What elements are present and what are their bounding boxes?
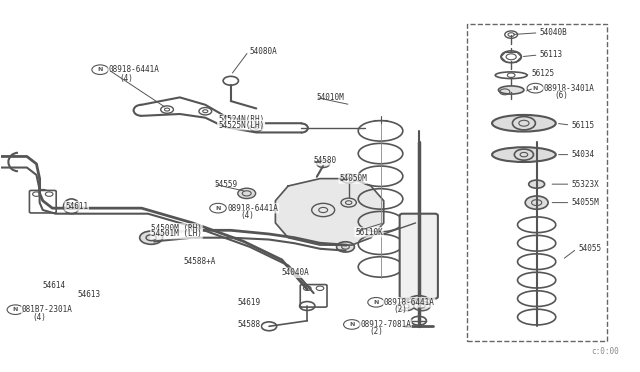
Text: 56125: 56125	[532, 69, 555, 78]
Text: 54040B: 54040B	[540, 28, 568, 37]
Text: (4): (4)	[119, 74, 133, 83]
Text: (4): (4)	[32, 312, 46, 321]
Ellipse shape	[499, 86, 524, 94]
Text: 08918-6441A: 08918-6441A	[108, 65, 159, 74]
Circle shape	[140, 231, 163, 244]
Text: (6): (6)	[554, 91, 568, 100]
Circle shape	[397, 301, 414, 311]
Text: N: N	[97, 67, 103, 72]
Text: 54588+A: 54588+A	[183, 257, 216, 266]
Ellipse shape	[492, 115, 556, 132]
Text: N: N	[532, 86, 538, 91]
Text: 54588: 54588	[237, 320, 260, 329]
Text: 54500M (RH): 54500M (RH)	[151, 224, 202, 233]
Circle shape	[238, 188, 255, 199]
Text: N: N	[215, 206, 221, 211]
Circle shape	[413, 301, 430, 311]
Text: 54580: 54580	[314, 155, 337, 165]
Text: N: N	[13, 307, 18, 312]
Text: N: N	[373, 300, 379, 305]
Text: 54619: 54619	[237, 298, 260, 307]
Text: 08918-3401A: 08918-3401A	[543, 84, 595, 93]
Text: N: N	[349, 322, 355, 327]
Circle shape	[337, 242, 355, 252]
Text: 54040A: 54040A	[282, 268, 310, 277]
Text: 081B7-2301A: 081B7-2301A	[22, 305, 73, 314]
Ellipse shape	[529, 180, 545, 188]
Text: 54524N(RH): 54524N(RH)	[218, 115, 264, 124]
Text: 54050M: 54050M	[339, 174, 367, 183]
Text: 54034: 54034	[572, 150, 595, 159]
Text: 54559: 54559	[215, 180, 238, 189]
Polygon shape	[275, 179, 384, 245]
Ellipse shape	[492, 147, 556, 162]
Text: 54055: 54055	[578, 244, 601, 253]
Text: (2): (2)	[394, 305, 407, 314]
Text: 54501M (LH): 54501M (LH)	[151, 230, 202, 238]
Text: 08912-7081A: 08912-7081A	[360, 320, 411, 329]
Text: 56113: 56113	[540, 51, 563, 60]
Text: 54613: 54613	[78, 291, 101, 299]
Text: 54055M: 54055M	[572, 198, 600, 207]
Text: 56110K: 56110K	[355, 228, 383, 237]
Text: 54614: 54614	[43, 281, 66, 290]
FancyBboxPatch shape	[300, 285, 327, 307]
FancyBboxPatch shape	[399, 214, 438, 299]
Text: (4): (4)	[241, 211, 254, 220]
Text: 08918-6441A: 08918-6441A	[384, 298, 435, 307]
Circle shape	[525, 196, 548, 209]
Text: 54611: 54611	[65, 202, 88, 211]
Text: 56115: 56115	[572, 121, 595, 129]
Text: 54080A: 54080A	[250, 47, 278, 56]
FancyBboxPatch shape	[29, 190, 56, 213]
Text: 08918-6441A: 08918-6441A	[228, 203, 278, 213]
Text: c:0:00: c:0:00	[592, 347, 620, 356]
Text: (2): (2)	[370, 327, 383, 336]
Text: 55323X: 55323X	[572, 180, 600, 189]
Text: 54525N(LH): 54525N(LH)	[218, 121, 264, 129]
Circle shape	[317, 160, 330, 167]
Text: 54010M: 54010M	[317, 93, 344, 102]
